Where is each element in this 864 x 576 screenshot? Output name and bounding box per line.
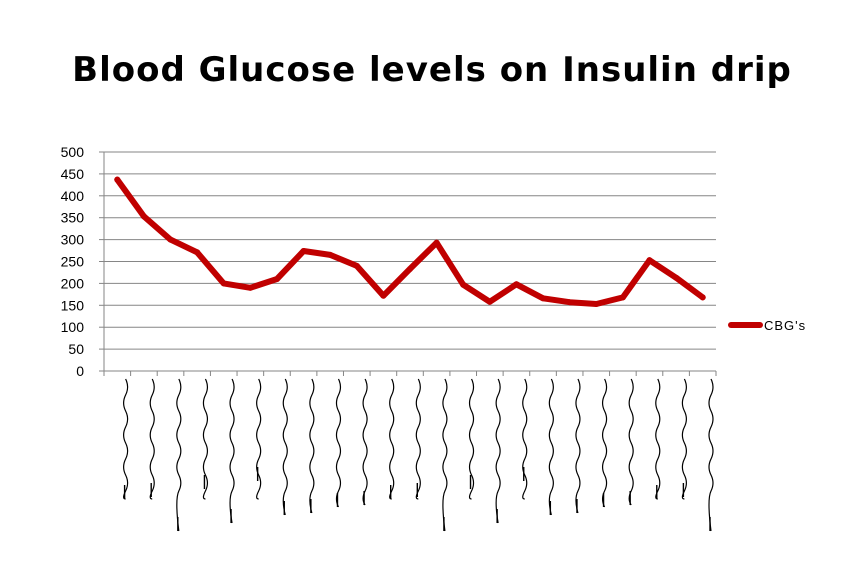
legend-label: CBG's bbox=[764, 318, 806, 333]
data-point bbox=[114, 176, 121, 183]
data-point bbox=[353, 262, 360, 269]
x-tick-label bbox=[575, 378, 581, 514]
data-point bbox=[513, 281, 520, 288]
data-point bbox=[167, 236, 174, 243]
x-axis-tick-labels bbox=[123, 378, 714, 532]
y-tick-label: 100 bbox=[61, 319, 85, 335]
y-tick-label: 0 bbox=[76, 363, 84, 379]
x-tick-label bbox=[681, 378, 687, 500]
y-tick-label: 50 bbox=[68, 341, 84, 357]
x-tick-label bbox=[123, 378, 129, 500]
data-point bbox=[433, 239, 440, 246]
axes bbox=[103, 152, 716, 372]
x-tick-label bbox=[256, 378, 262, 500]
x-tick-label bbox=[495, 378, 501, 524]
x-tick-label bbox=[282, 378, 288, 516]
data-point bbox=[300, 247, 307, 254]
data-point bbox=[460, 281, 467, 288]
x-tick-label bbox=[362, 378, 368, 506]
data-point bbox=[220, 280, 227, 287]
data-point bbox=[273, 276, 280, 283]
data-series bbox=[114, 176, 706, 307]
x-tick-label bbox=[708, 378, 714, 532]
data-point bbox=[380, 292, 387, 299]
series-line bbox=[114, 176, 706, 307]
chart-title: Blood Glucose levels on Insulin drip bbox=[72, 50, 792, 90]
x-tick-label bbox=[548, 378, 554, 516]
y-tick-label: 500 bbox=[61, 144, 85, 160]
data-point bbox=[486, 298, 493, 305]
legend: CBG's bbox=[728, 318, 806, 333]
x-tick-label bbox=[655, 378, 661, 500]
y-axis-tick-labels: 0 50 100 150 200 250 300 350 400 450 500 bbox=[61, 144, 85, 379]
data-point bbox=[646, 257, 653, 264]
x-tick-label bbox=[389, 378, 395, 500]
data-point bbox=[140, 213, 147, 220]
y-tick-label: 350 bbox=[61, 210, 85, 226]
data-point bbox=[566, 299, 573, 306]
x-tick-label bbox=[628, 378, 634, 506]
y-tick-label: 150 bbox=[61, 297, 85, 313]
data-point bbox=[540, 295, 547, 302]
data-point bbox=[327, 251, 334, 258]
x-tick-label bbox=[176, 378, 182, 532]
x-tick-label bbox=[149, 378, 155, 500]
data-point bbox=[247, 284, 254, 291]
y-tick-label: 400 bbox=[61, 188, 85, 204]
x-tick-label bbox=[335, 378, 342, 508]
x-tick-label bbox=[309, 378, 315, 514]
y-tick-label: 250 bbox=[61, 254, 85, 270]
data-point bbox=[699, 294, 706, 301]
x-tick-label bbox=[601, 378, 608, 508]
x-tick-label bbox=[229, 378, 235, 524]
data-point bbox=[407, 265, 413, 272]
data-point bbox=[194, 249, 201, 256]
x-tick-label bbox=[202, 378, 209, 500]
x-tick-label bbox=[442, 378, 448, 532]
data-point bbox=[673, 274, 680, 281]
gridlines bbox=[99, 151, 716, 372]
y-tick-label: 450 bbox=[61, 166, 85, 182]
x-axis-ticks bbox=[103, 371, 717, 376]
x-tick-label bbox=[415, 378, 421, 500]
y-tick-label: 200 bbox=[61, 275, 85, 291]
y-tick-label: 300 bbox=[61, 232, 85, 248]
data-point bbox=[619, 294, 626, 301]
x-tick-label bbox=[468, 378, 475, 500]
data-point bbox=[593, 300, 600, 307]
x-tick-label bbox=[522, 378, 528, 500]
